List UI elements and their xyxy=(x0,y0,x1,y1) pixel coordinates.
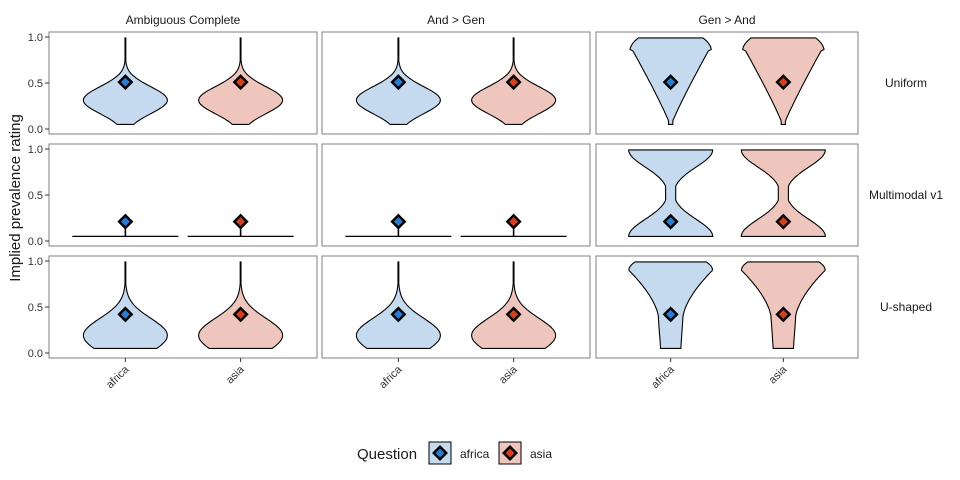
facet-panel xyxy=(48,31,318,135)
violin-africa xyxy=(628,261,714,349)
mean-point-asia xyxy=(509,77,519,87)
x-tick-label: africa xyxy=(377,363,405,391)
panel-border xyxy=(321,143,591,247)
mean-point-asia xyxy=(778,217,788,227)
mean-point-asia xyxy=(778,309,788,319)
facet-panel xyxy=(321,143,591,247)
facet-row-label: U-shaped xyxy=(880,300,932,314)
violin-asia xyxy=(198,261,284,349)
facet-panel xyxy=(595,255,859,359)
mean-point-africa xyxy=(666,217,676,227)
violin-asia xyxy=(471,261,557,349)
mean-point-africa xyxy=(120,217,130,227)
violin-africa xyxy=(355,261,441,349)
y-tick-label: 0.0 xyxy=(28,124,43,136)
y-tick-label: 1.0 xyxy=(28,32,43,44)
panel-border xyxy=(48,31,318,135)
panel-border xyxy=(48,143,318,247)
x-tick-label: asia xyxy=(767,363,790,386)
mean-point-africa xyxy=(393,217,403,227)
y-tick-label: 1.0 xyxy=(28,256,43,268)
facet-column-label: Ambiguous Complete xyxy=(126,13,241,27)
y-tick-label: 0.5 xyxy=(28,78,43,90)
facet-panel xyxy=(595,143,859,247)
y-axis-title: Implied prevalence rating xyxy=(7,114,24,282)
legend-point xyxy=(435,448,445,458)
facet-panel xyxy=(321,31,591,135)
mean-point-africa xyxy=(393,77,403,87)
facet-panel xyxy=(595,31,859,135)
legend-title: Question xyxy=(357,446,417,463)
legend-label-asia: asia xyxy=(530,447,552,461)
legend-point xyxy=(505,448,515,458)
x-tick-label: africa xyxy=(649,363,677,391)
facet-column-label: Gen > And xyxy=(698,13,755,27)
facet-column-label: And > Gen xyxy=(427,13,485,27)
mean-point-asia xyxy=(236,309,246,319)
facet-panel xyxy=(321,255,591,359)
y-tick-label: 0.0 xyxy=(28,236,43,248)
facet-panel xyxy=(48,255,318,359)
mean-point-africa xyxy=(393,309,403,319)
mean-point-africa xyxy=(666,309,676,319)
violin-asia xyxy=(740,261,826,349)
mean-point-africa xyxy=(666,77,676,87)
mean-point-asia xyxy=(509,217,519,227)
facet-panel xyxy=(48,143,318,247)
y-tick-label: 0.5 xyxy=(28,190,43,202)
legend-label-africa: africa xyxy=(460,447,490,461)
violin-africa xyxy=(82,261,168,349)
violin-africa xyxy=(628,149,714,237)
x-tick-label: asia xyxy=(497,363,520,386)
mean-point-africa xyxy=(120,309,130,319)
mean-point-asia xyxy=(236,77,246,87)
mean-point-asia xyxy=(778,77,788,87)
y-tick-label: 0.0 xyxy=(28,348,43,360)
facet-row-label: Multimodal v1 xyxy=(869,188,943,202)
panel-border xyxy=(321,31,591,135)
y-tick-label: 0.5 xyxy=(28,302,43,314)
x-tick-label: africa xyxy=(104,363,132,391)
mean-point-asia xyxy=(236,217,246,227)
legend: Question africa asia xyxy=(357,441,552,465)
mean-point-asia xyxy=(509,309,519,319)
x-tick-label: asia xyxy=(224,363,247,386)
facet-row-label: Uniform xyxy=(885,76,927,90)
y-tick-label: 1.0 xyxy=(28,144,43,156)
mean-point-africa xyxy=(120,77,130,87)
violin-asia xyxy=(740,149,826,237)
